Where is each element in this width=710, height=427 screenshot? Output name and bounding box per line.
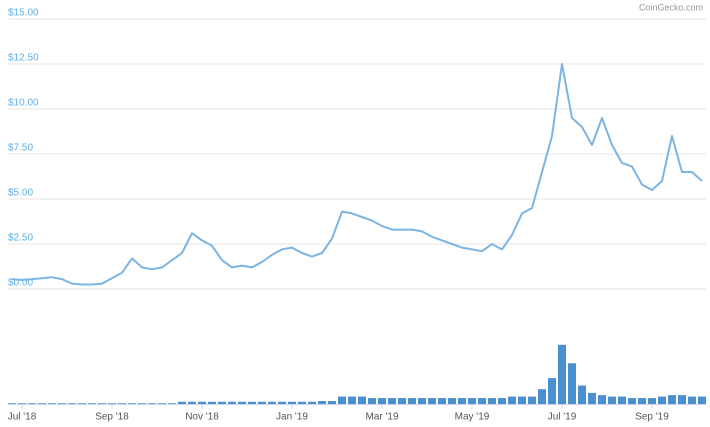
volume-bar <box>118 403 126 404</box>
volume-bar <box>598 395 606 404</box>
x-tick-label: Sep '18 <box>95 412 129 423</box>
x-tick-label: Jul '19 <box>548 412 577 423</box>
volume-bar <box>238 401 246 404</box>
volume-bar <box>108 403 116 404</box>
volume-bar <box>38 403 46 404</box>
x-tick-label: Mar '19 <box>365 412 398 423</box>
volume-bar <box>688 396 696 404</box>
volume-bar <box>348 396 356 404</box>
volume-bar <box>128 403 136 404</box>
watermark: CoinGecko.com <box>639 2 703 12</box>
volume-bar <box>198 401 206 404</box>
volume-bar <box>208 401 216 404</box>
volume-bar <box>168 403 176 404</box>
x-tick-label: Nov '18 <box>185 412 219 423</box>
volume-bar <box>388 398 396 404</box>
volume-bar <box>518 396 526 404</box>
volume-bar <box>678 395 686 404</box>
volume-bar <box>548 378 556 404</box>
volume-bar <box>318 401 326 404</box>
volume-bar <box>498 398 506 404</box>
volume-bar <box>308 401 316 404</box>
volume-bar <box>48 403 56 404</box>
y-tick-label: $7.50 <box>8 143 33 154</box>
volume-bar <box>258 401 266 404</box>
volume-bar <box>528 396 536 404</box>
volume-bar <box>438 398 446 404</box>
x-tick-label: Jul '18 <box>8 412 37 423</box>
volume-bar <box>98 403 106 404</box>
x-tick-label: Sep '19 <box>635 412 669 423</box>
volume-bar <box>588 392 596 404</box>
volume-bar <box>8 403 16 404</box>
volume-bar <box>328 401 336 404</box>
volume-bar <box>58 403 66 404</box>
volume-bar <box>698 396 706 404</box>
price-line <box>11 63 703 286</box>
y-tick-label: $5.00 <box>8 188 33 199</box>
y-tick-label: $15.00 <box>8 8 39 19</box>
volume-bar <box>428 398 436 404</box>
volume-bar <box>88 403 96 404</box>
volume-bar <box>188 401 196 404</box>
volume-bar <box>178 401 186 404</box>
volume-bar <box>668 395 676 404</box>
volume-bar <box>508 396 516 404</box>
volume-bar <box>368 398 376 404</box>
volume-bar <box>158 403 166 404</box>
y-tick-label: $12.50 <box>8 53 39 64</box>
volume-bar <box>248 401 256 404</box>
volume-bar <box>418 398 426 404</box>
volume-bar <box>148 403 156 404</box>
volume-bar <box>478 398 486 404</box>
volume-bar <box>408 398 416 404</box>
x-tick-label: Jan '19 <box>276 412 308 423</box>
volume-bar <box>228 401 236 404</box>
volume-bar <box>658 396 666 404</box>
volume-bar <box>468 398 476 404</box>
volume-bar <box>618 396 626 404</box>
volume-bar <box>28 403 36 404</box>
volume-bar <box>268 401 276 404</box>
volume-bar <box>638 398 646 404</box>
volume-bar <box>278 401 286 404</box>
volume-bar <box>648 398 656 404</box>
volume-bar <box>488 398 496 404</box>
volume-bar <box>218 401 226 404</box>
y-tick-label: $10.00 <box>8 98 39 109</box>
volume-bar <box>538 389 546 404</box>
volume-bar <box>628 398 636 404</box>
y-tick-label: $2.50 <box>8 233 33 244</box>
volume-bar <box>578 385 586 404</box>
x-tick-label: May '19 <box>455 412 490 423</box>
volume-bar <box>78 403 86 404</box>
volume-bar <box>558 344 566 404</box>
volume-bar <box>458 398 466 404</box>
volume-bar <box>338 396 346 404</box>
volume-bar <box>358 396 366 404</box>
volume-bar <box>568 363 576 404</box>
volume-bar <box>298 401 306 404</box>
volume-bar <box>288 401 296 404</box>
volume-bar <box>18 403 26 404</box>
volume-bar <box>378 398 386 404</box>
volume-bar <box>68 403 76 404</box>
volume-bar <box>398 398 406 404</box>
volume-bar <box>448 398 456 404</box>
volume-bar <box>608 396 616 404</box>
y-tick-label: $0.00 <box>8 278 33 289</box>
volume-bar <box>138 403 146 404</box>
